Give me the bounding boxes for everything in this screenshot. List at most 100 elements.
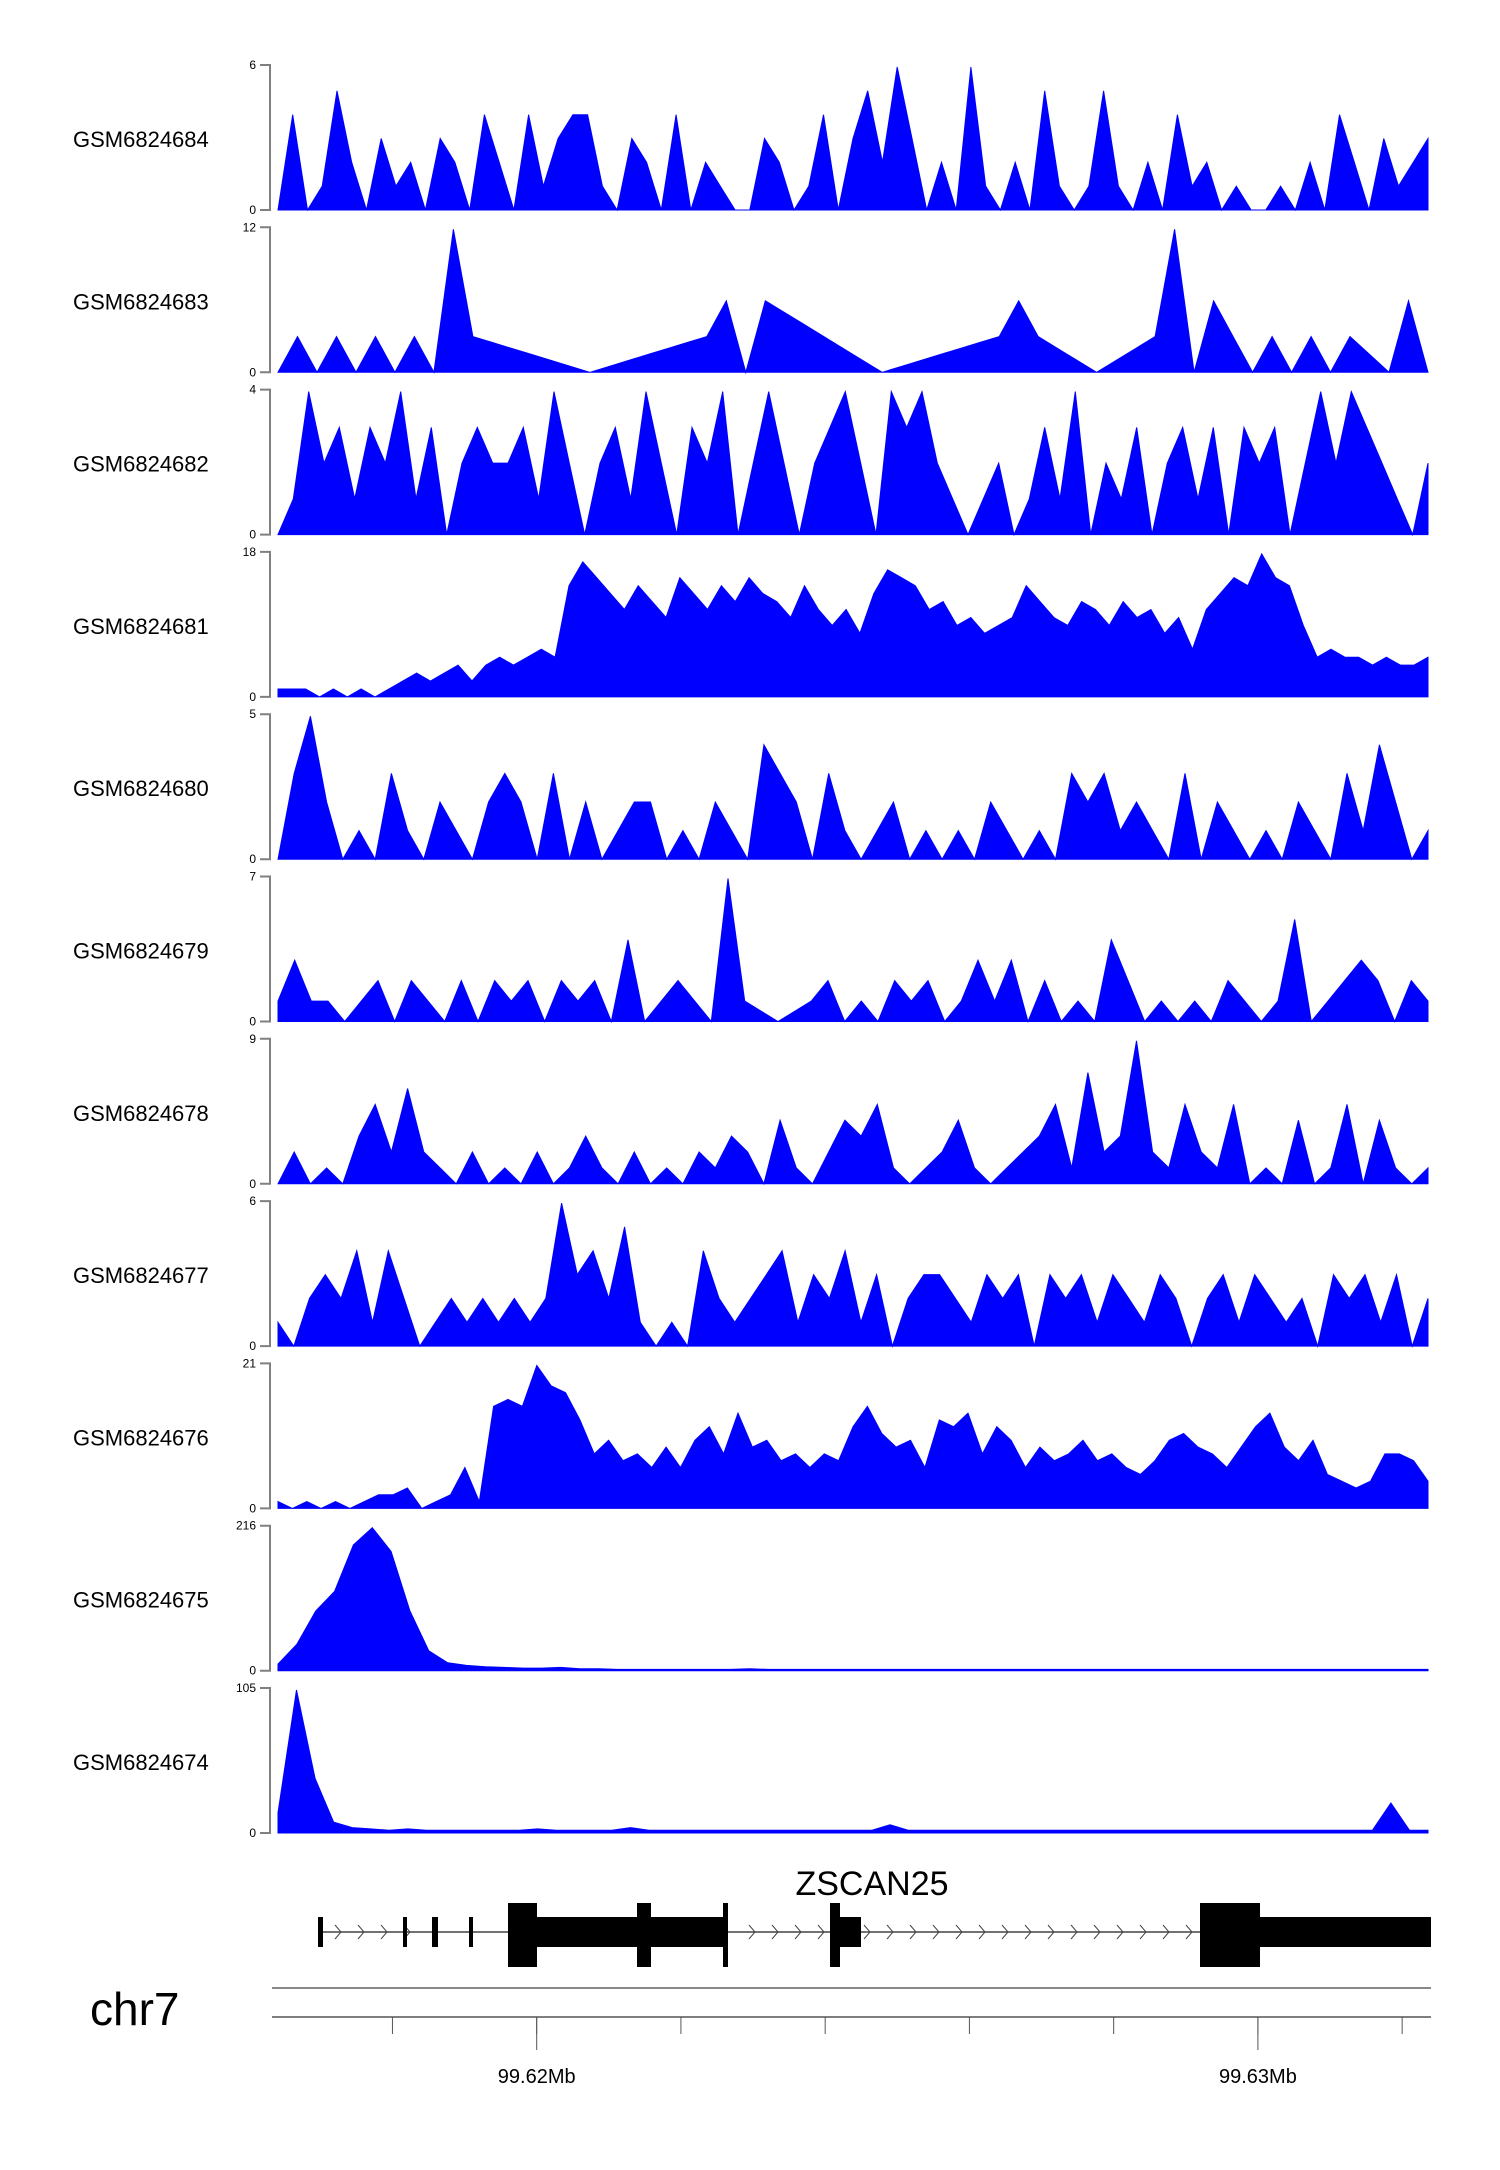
strand-arrow-icon (794, 1924, 802, 1940)
y-axis (260, 226, 271, 374)
exon (651, 1917, 723, 1947)
y-tick-label-zero: 0 (249, 1177, 256, 1191)
y-axis (260, 1362, 271, 1510)
track-GSM6824677: GSM6824677 6 0 (73, 1194, 1429, 1353)
track-GSM6824678: GSM6824678 9 0 (73, 1032, 1429, 1191)
exon (830, 1903, 840, 1967)
strand-arrow-icon (1139, 1924, 1147, 1940)
track-label: GSM6824675 (73, 1588, 209, 1613)
exon (637, 1903, 651, 1967)
x-tick-label: 99.63Mb (1219, 2066, 1297, 2088)
y-tick-label-zero: 0 (249, 1015, 256, 1029)
strand-arrow-icon (380, 1924, 388, 1940)
y-tick-label-max: 216 (236, 1519, 256, 1533)
exon (1200, 1903, 1260, 1967)
y-tick-label-max: 105 (236, 1681, 256, 1695)
track-label: GSM6824679 (73, 939, 209, 964)
y-axis (260, 713, 271, 861)
y-tick-label-max: 6 (249, 58, 256, 72)
track-label: GSM6824677 (73, 1263, 209, 1288)
y-tick-label-max: 18 (243, 545, 257, 559)
chromosome-label: chr7 (90, 1983, 179, 2035)
strand-arrow-icon (1093, 1924, 1101, 1940)
coverage-area (277, 1364, 1429, 1510)
strand-arrow-icon (909, 1924, 917, 1940)
track-GSM6824674: GSM6824674 105 0 (73, 1681, 1429, 1840)
y-tick-label-zero: 0 (249, 365, 256, 379)
gene-label: ZSCAN25 (795, 1865, 948, 1903)
y-tick-label-zero: 0 (249, 203, 256, 217)
strand-arrow-icon (817, 1924, 825, 1940)
y-tick-label-max: 7 (249, 870, 256, 884)
exon (403, 1917, 407, 1947)
y-tick-label-zero: 0 (249, 1501, 256, 1515)
y-tick-label-max: 21 (243, 1356, 257, 1370)
strand-arrow-icon (863, 1924, 871, 1940)
track-label: GSM6824683 (73, 289, 209, 314)
exon (318, 1917, 323, 1947)
coverage-area (277, 1202, 1429, 1348)
strand-arrow-icon (1162, 1924, 1170, 1940)
coverage-area (277, 1040, 1429, 1186)
y-tick-label-max: 5 (249, 707, 256, 721)
y-tick-label-max: 6 (249, 1194, 256, 1208)
track-GSM6824680: GSM6824680 5 0 (73, 707, 1429, 866)
track-GSM6824682: GSM6824682 4 0 (73, 383, 1429, 542)
strand-arrow-icon (978, 1924, 986, 1940)
track-label: GSM6824681 (73, 614, 209, 639)
track-GSM6824681: GSM6824681 18 0 (73, 545, 1429, 704)
track-label: GSM6824674 (73, 1750, 209, 1775)
track-label: GSM6824678 (73, 1101, 209, 1126)
track-GSM6824679: GSM6824679 7 0 (73, 870, 1429, 1029)
exon (723, 1903, 728, 1967)
y-axis (260, 64, 271, 211)
track-GSM6824684: GSM6824684 6 0 (73, 58, 1429, 217)
coverage-area (277, 716, 1429, 861)
strand-arrow-icon (955, 1924, 963, 1940)
strand-arrow-icon (1047, 1924, 1055, 1940)
track-GSM6824683: GSM6824683 12 0 (73, 220, 1429, 379)
track-label: GSM6824676 (73, 1425, 209, 1450)
y-tick-label-max: 9 (249, 1032, 256, 1046)
exon (469, 1917, 473, 1947)
y-tick-label-max: 4 (249, 383, 256, 397)
exon (508, 1903, 537, 1967)
y-tick-label-zero: 0 (249, 852, 256, 866)
exon (1260, 1917, 1431, 1947)
strand-arrow-icon (1024, 1924, 1032, 1940)
strand-arrow-icon (1070, 1924, 1078, 1940)
coverage-area (277, 1689, 1429, 1834)
strand-arrow-icon (748, 1924, 756, 1940)
y-tick-label-zero: 0 (249, 1826, 256, 1840)
strand-arrow-icon (771, 1924, 779, 1940)
strand-arrow-icon (357, 1924, 365, 1940)
y-axis (260, 1037, 271, 1185)
gene-track: ZSCAN25 (318, 1865, 1431, 1967)
y-axis (260, 550, 271, 698)
exon (432, 1917, 438, 1947)
y-tick-label-max: 12 (243, 220, 257, 234)
y-axis (260, 1687, 271, 1834)
strand-arrow-icon (886, 1924, 894, 1940)
coverage-area (277, 552, 1429, 698)
strand-arrow-icon (1001, 1924, 1009, 1940)
x-tick-label: 99.62Mb (498, 2066, 576, 2088)
coverage-area (277, 1526, 1429, 1672)
strand-arrow-icon (1185, 1924, 1193, 1940)
y-tick-label-zero: 0 (249, 690, 256, 704)
track-GSM6824676: GSM6824676 21 0 (73, 1356, 1429, 1515)
exon (840, 1917, 861, 1947)
y-axis (260, 1200, 271, 1348)
track-label: GSM6824684 (73, 127, 209, 152)
track-GSM6824675: GSM6824675 216 0 (73, 1519, 1429, 1678)
strand-arrow-icon (932, 1924, 940, 1940)
track-label: GSM6824680 (73, 776, 209, 801)
y-tick-label-zero: 0 (249, 1664, 256, 1678)
strand-arrow-icon (334, 1924, 342, 1940)
coverage-area (277, 66, 1429, 212)
coverage-area (277, 878, 1429, 1024)
y-tick-label-zero: 0 (249, 528, 256, 542)
genome-axis: chr7 99.62Mb 99.63Mb (90, 1983, 1431, 2088)
y-axis (260, 1524, 271, 1672)
